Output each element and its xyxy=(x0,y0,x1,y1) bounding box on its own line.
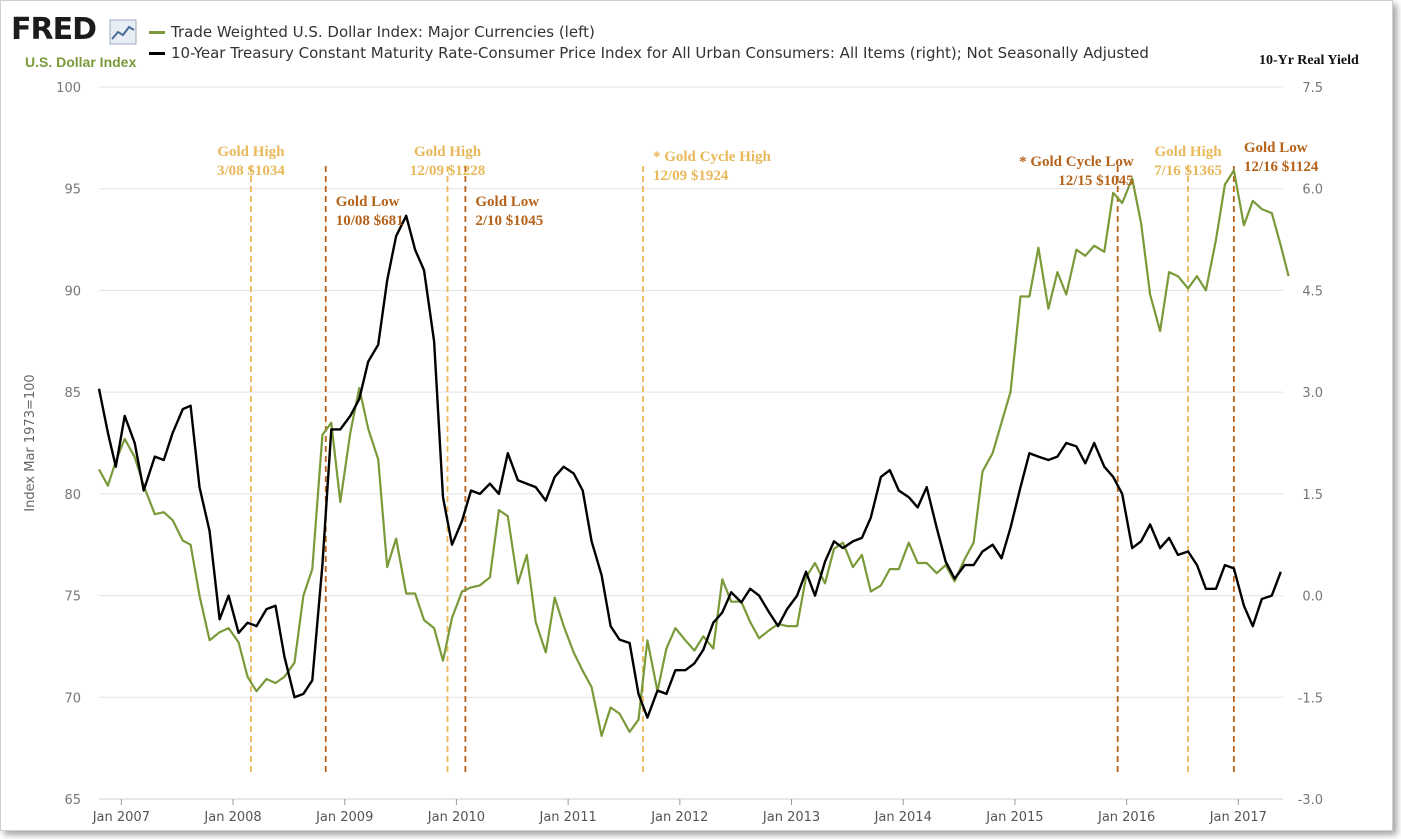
annotation-label: 12/09 $1228 xyxy=(410,163,485,179)
annotation-labels: Gold High 3/08 $1034 Gold Low 10/08 $681 Gol… xyxy=(217,140,1319,229)
x-tick-label: Jan 2010 xyxy=(427,810,485,825)
x-tick-label: Jan 2016 xyxy=(1097,810,1155,825)
right-tick-label: -3.0 xyxy=(1298,793,1323,808)
left-tick-label: 90 xyxy=(64,284,81,299)
right-tick-labels: -3.0 -1.5 0.0 1.5 3.0 4.5 6.0 7.5 xyxy=(1298,81,1323,808)
gridlines xyxy=(99,86,1283,800)
right-axis-title: 10-Yr Real Yield xyxy=(1259,53,1359,68)
annotation-label: 7/16 $1365 xyxy=(1154,163,1222,179)
annotation-label: 3/08 $1034 xyxy=(217,163,285,179)
x-tick-label: Jan 2014 xyxy=(874,810,932,825)
x-tick-label: Jan 2008 xyxy=(203,810,261,825)
annotation-label: Gold Low xyxy=(1244,140,1308,156)
x-tick-label: Jan 2015 xyxy=(985,810,1043,825)
right-tick-label: 7.5 xyxy=(1302,81,1323,96)
annotation-label: Gold Low xyxy=(336,194,400,210)
right-tick-label: 0.0 xyxy=(1302,590,1323,605)
legend-item-dollar-index: Trade Weighted U.S. Dollar Index: Major … xyxy=(149,23,595,41)
line-chart-icon xyxy=(109,19,137,45)
legend-label-yield: 10-Year Treasury Constant Maturity Rate-… xyxy=(171,44,1149,62)
annotation-label: Gold Low xyxy=(475,194,539,210)
x-tick-labels: Jan 2007 Jan 2008 Jan 2009 Jan 2010 Jan 2011… xyxy=(92,799,1267,825)
x-tick-label: Jan 2011 xyxy=(538,810,596,825)
left-tick-label: 70 xyxy=(64,691,81,706)
left-tick-label: 100 xyxy=(56,81,81,96)
annotation-label: 2/10 $1045 xyxy=(475,213,543,229)
annotation-label: Gold High xyxy=(1155,144,1223,160)
right-tick-label: 1.5 xyxy=(1302,488,1323,503)
legend-swatch-yield xyxy=(149,52,165,55)
x-tick-label: Jan 2013 xyxy=(762,810,820,825)
annotation-label: 10/08 $681 xyxy=(336,213,404,229)
right-tick-label: -1.5 xyxy=(1298,691,1323,706)
x-tick-label: Jan 2007 xyxy=(92,810,150,825)
left-tick-labels: 65 70 75 80 85 90 95 100 xyxy=(56,81,81,808)
left-tick-label: 95 xyxy=(64,183,81,198)
annotation-label: * Gold Cycle High xyxy=(653,149,772,165)
x-tick-label: Jan 2017 xyxy=(1209,810,1267,825)
legend-label-dollar: Trade Weighted U.S. Dollar Index: Major … xyxy=(171,23,595,41)
left-tick-label: 75 xyxy=(64,590,81,605)
annotation-label: * Gold Cycle Low xyxy=(1019,154,1134,170)
legend-swatch-dollar xyxy=(149,31,165,34)
fred-logo: FRED xyxy=(11,12,97,47)
left-tick-label: 65 xyxy=(64,793,81,808)
series-group xyxy=(97,169,1290,737)
annotation-label: Gold High xyxy=(217,144,285,160)
left-tick-label: 85 xyxy=(64,386,81,401)
annotation-label: 12/15 $1045 xyxy=(1058,173,1133,189)
left-axis-label: Index Mar 1973=100 xyxy=(23,374,38,511)
right-tick-label: 4.5 xyxy=(1302,284,1323,299)
event-lines xyxy=(250,166,1235,776)
series-line-dollar-index xyxy=(98,169,1290,737)
annotation-label: Gold High xyxy=(414,144,482,160)
annotation-label: 12/16 $1124 xyxy=(1244,159,1319,175)
x-tick-label: Jan 2012 xyxy=(650,810,708,825)
left-axis-title: U.S. Dollar Index xyxy=(25,54,137,70)
series-line-real-yield xyxy=(97,214,1282,719)
right-tick-label: 3.0 xyxy=(1302,386,1323,401)
legend-item-real-yield: 10-Year Treasury Constant Maturity Rate-… xyxy=(149,44,1149,62)
x-tick-label: Jan 2009 xyxy=(315,810,373,825)
annotation-label: 12/09 $1924 xyxy=(653,168,729,184)
left-tick-label: 80 xyxy=(64,488,81,503)
right-tick-label: 6.0 xyxy=(1302,183,1323,198)
